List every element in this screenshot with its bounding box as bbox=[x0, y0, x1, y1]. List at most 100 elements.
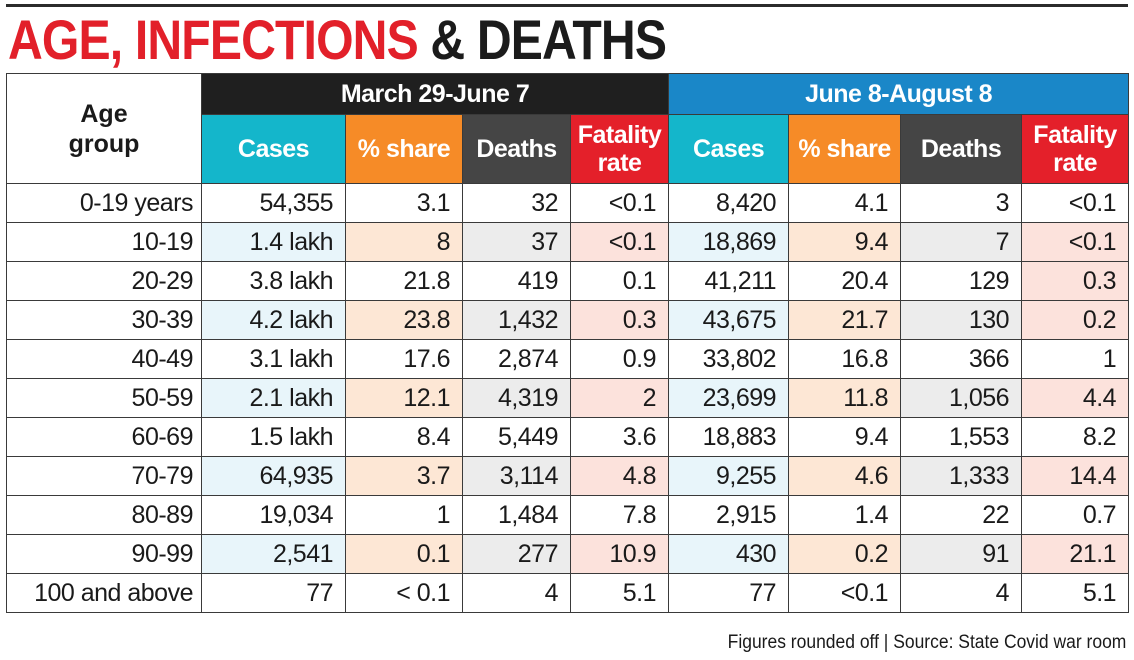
p2-deaths-cell: 1,056 bbox=[900, 378, 1023, 418]
p1-cases-cell: 54,355 bbox=[201, 183, 346, 223]
p1-share-cell: 1 bbox=[345, 495, 463, 535]
p1-share-cell: 8 bbox=[345, 222, 463, 262]
p1-share-cell: 12.1 bbox=[345, 378, 463, 418]
p1-fatality-cell: <0.1 bbox=[569, 222, 670, 262]
p1-share-header: % share bbox=[345, 114, 463, 184]
age-cell: 80-89 bbox=[6, 495, 202, 535]
p2-deaths-cell: 129 bbox=[900, 261, 1023, 301]
p2-fatality-cell: 0.2 bbox=[1021, 300, 1130, 340]
p1-share-cell: 23.8 bbox=[345, 300, 463, 340]
p1-deaths-header: Deaths bbox=[462, 114, 571, 184]
table-row: 80-89 19,034 1 1,484 7.8 2,915 1.4 22 0.7 bbox=[6, 495, 1130, 535]
title-part-red: AGE, INFECTIONS bbox=[8, 8, 419, 71]
p2-cases-cell: 9,255 bbox=[668, 456, 790, 496]
top-rule bbox=[6, 4, 1128, 7]
table-row: 70-79 64,935 3.7 3,114 4.8 9,255 4.6 1,333 14.4 bbox=[6, 456, 1130, 496]
table-row: 40-49 3.1 lakh 17.6 2,874 0.9 33,802 16.8 366 1 bbox=[6, 339, 1130, 379]
p1-deaths-cell: 4 bbox=[462, 573, 571, 613]
table-row: 60-69 1.5 lakh 8.4 5,449 3.6 18,883 9.4 1,553 8.… bbox=[6, 417, 1130, 457]
p1-deaths-cell: 2,874 bbox=[462, 339, 571, 379]
page-title: AGE, INFECTIONS & DEATHS bbox=[8, 8, 667, 71]
p2-cases-cell: 2,915 bbox=[668, 495, 790, 535]
p2-share-cell: 16.8 bbox=[788, 339, 902, 379]
p1-fatality-cell: 0.1 bbox=[569, 261, 670, 301]
age-cell: 30-39 bbox=[6, 300, 202, 340]
age-cell: 100 and above bbox=[6, 573, 202, 613]
age-cell: 10-19 bbox=[6, 222, 202, 262]
age-header-line2: group bbox=[68, 129, 140, 158]
p2-fatality-cell: 1 bbox=[1021, 339, 1130, 379]
p2-share-cell: 0.2 bbox=[788, 534, 902, 574]
table-row: 50-59 2.1 lakh 12.1 4,319 2 23,699 11.8 1,056 4.… bbox=[6, 378, 1130, 418]
p1-fatality-cell: 2 bbox=[569, 378, 670, 418]
title-part-dark: & DEATHS bbox=[417, 8, 667, 71]
p2-fatality-cell: 0.7 bbox=[1021, 495, 1130, 535]
p2-cases-cell: 18,883 bbox=[668, 417, 790, 457]
p2-cases-cell: 8,420 bbox=[668, 183, 790, 223]
p2-deaths-cell: 4 bbox=[900, 573, 1023, 613]
p1-deaths-cell: 1,484 bbox=[462, 495, 571, 535]
table-row: 10-19 1.4 lakh 8 37 <0.1 18,869 9.4 7 <0.1 bbox=[6, 222, 1130, 262]
p1-fatality-cell: 5.1 bbox=[569, 573, 670, 613]
p1-fatality-cell: 7.8 bbox=[569, 495, 670, 535]
p1-cases-cell: 1.5 lakh bbox=[201, 417, 346, 457]
p1-cases-cell: 4.2 lakh bbox=[201, 300, 346, 340]
p1-cases-header: Cases bbox=[201, 114, 346, 184]
p1-cases-cell: 3.8 lakh bbox=[201, 261, 346, 301]
age-group-header: Age group bbox=[6, 73, 202, 184]
p2-share-header: % share bbox=[788, 114, 902, 184]
p1-deaths-cell: 37 bbox=[462, 222, 571, 262]
p2-share-cell: 4.6 bbox=[788, 456, 902, 496]
p1-deaths-cell: 419 bbox=[462, 261, 571, 301]
p2-cases-cell: 23,699 bbox=[668, 378, 790, 418]
p2-fatality-cell: 5.1 bbox=[1021, 573, 1130, 613]
p2-share-cell: 4.1 bbox=[788, 183, 902, 223]
age-header-line1: Age bbox=[80, 99, 128, 128]
period2-header: June 8-August 8 bbox=[668, 73, 1130, 115]
fatality-line2: rate bbox=[597, 149, 642, 177]
p1-share-cell: 0.1 bbox=[345, 534, 463, 574]
p2-deaths-cell: 22 bbox=[900, 495, 1023, 535]
p2-deaths-cell: 366 bbox=[900, 339, 1023, 379]
age-cell: 20-29 bbox=[6, 261, 202, 301]
p1-share-cell: 8.4 bbox=[345, 417, 463, 457]
fatality-line1: Fatality bbox=[1033, 121, 1117, 149]
p2-share-cell: 1.4 bbox=[788, 495, 902, 535]
p2-share-cell: 11.8 bbox=[788, 378, 902, 418]
age-cell: 0-19 years bbox=[6, 183, 202, 223]
data-table: Age group March 29-June 7 June 8-August … bbox=[6, 73, 1130, 613]
p1-cases-cell: 77 bbox=[201, 573, 346, 613]
p1-deaths-cell: 5,449 bbox=[462, 417, 571, 457]
p1-cases-cell: 64,935 bbox=[201, 456, 346, 496]
p2-fatality-cell: <0.1 bbox=[1021, 222, 1130, 262]
p2-deaths-header: Deaths bbox=[900, 114, 1023, 184]
p1-cases-cell: 2,541 bbox=[201, 534, 346, 574]
table-row: 30-39 4.2 lakh 23.8 1,432 0.3 43,675 21.7 130 0.… bbox=[6, 300, 1130, 340]
p2-deaths-cell: 3 bbox=[900, 183, 1023, 223]
p1-fatality-cell: <0.1 bbox=[569, 183, 670, 223]
p1-share-cell: 3.7 bbox=[345, 456, 463, 496]
p2-cases-header: Cases bbox=[668, 114, 790, 184]
age-cell: 60-69 bbox=[6, 417, 202, 457]
p1-cases-cell: 1.4 lakh bbox=[201, 222, 346, 262]
p1-share-cell: 3.1 bbox=[345, 183, 463, 223]
p2-fatality-cell: 8.2 bbox=[1021, 417, 1130, 457]
table-row: 90-99 2,541 0.1 277 10.9 430 0.2 91 21.1 bbox=[6, 534, 1130, 574]
p2-fatality-cell: 4.4 bbox=[1021, 378, 1130, 418]
p2-deaths-cell: 1,333 bbox=[900, 456, 1023, 496]
table-body: 0-19 years 54,355 3.1 32 <0.1 8,420 4.1 3 <0.1 1… bbox=[6, 183, 1130, 613]
p1-fatality-cell: 3.6 bbox=[569, 417, 670, 457]
p1-deaths-cell: 277 bbox=[462, 534, 571, 574]
fatality-line1: Fatality bbox=[577, 121, 662, 149]
p1-deaths-cell: 3,114 bbox=[462, 456, 571, 496]
period1-header: March 29-June 7 bbox=[200, 73, 670, 115]
p2-deaths-cell: 7 bbox=[900, 222, 1023, 262]
age-cell: 70-79 bbox=[6, 456, 202, 496]
p2-fatality-header: Fatality rate bbox=[1021, 114, 1130, 184]
age-cell: 40-49 bbox=[6, 339, 202, 379]
age-cell: 90-99 bbox=[6, 534, 202, 574]
p1-fatality-cell: 4.8 bbox=[569, 456, 670, 496]
p1-cases-cell: 19,034 bbox=[201, 495, 346, 535]
p2-deaths-cell: 130 bbox=[900, 300, 1023, 340]
p1-deaths-cell: 32 bbox=[462, 183, 571, 223]
